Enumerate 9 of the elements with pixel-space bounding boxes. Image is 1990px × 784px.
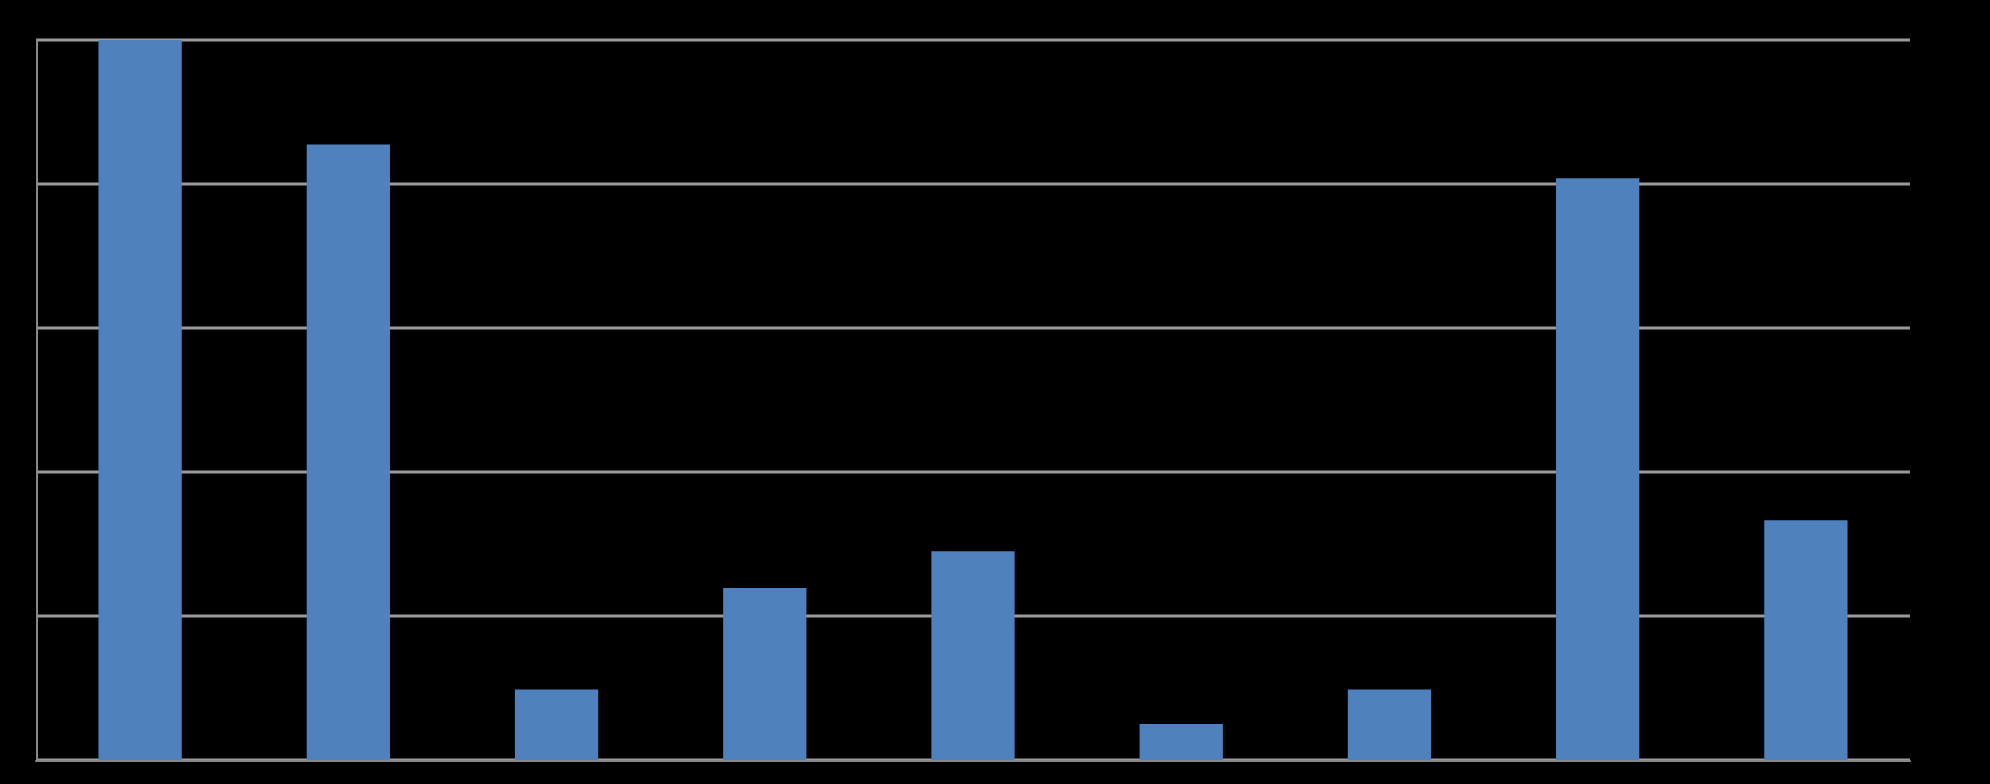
- bar: [514, 689, 599, 760]
- bar: [1347, 689, 1432, 760]
- bar: [1764, 520, 1848, 760]
- bar: [306, 144, 390, 760]
- bar: [98, 40, 182, 760]
- bar: [931, 551, 1015, 760]
- bar: [723, 587, 807, 760]
- bar: [1556, 178, 1640, 760]
- bar: [1139, 724, 1223, 760]
